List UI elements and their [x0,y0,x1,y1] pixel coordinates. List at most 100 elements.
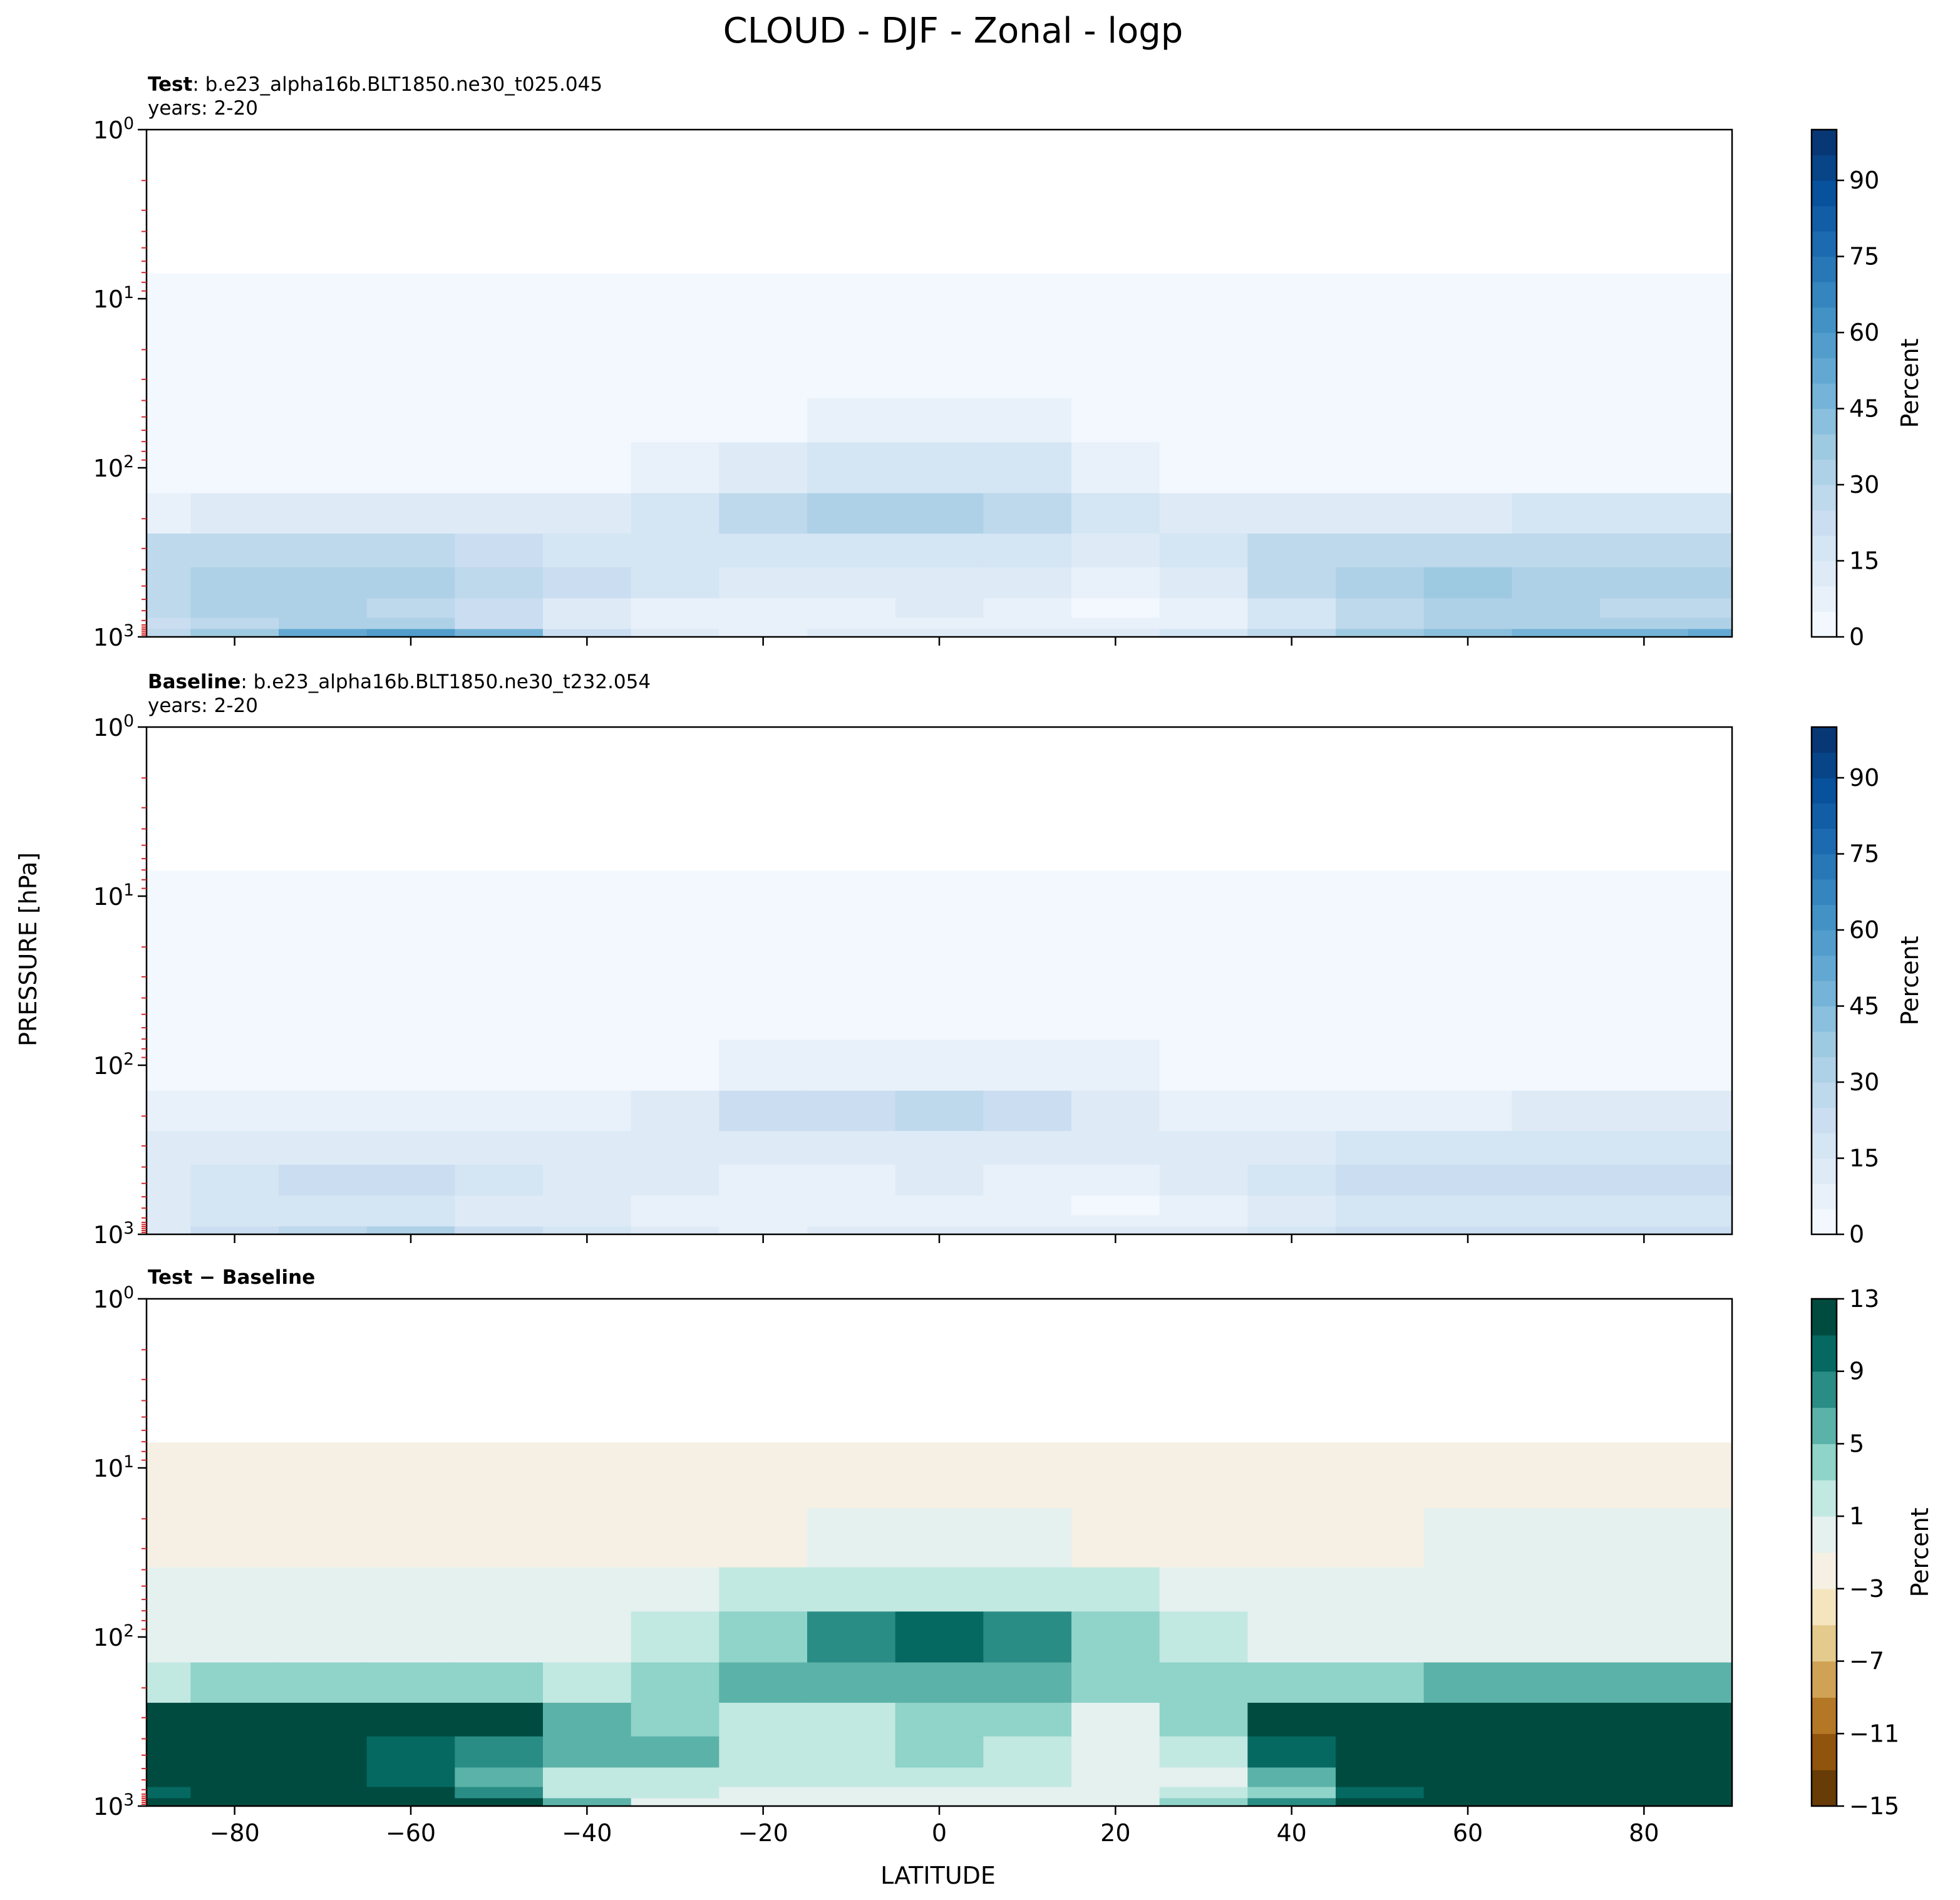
heatmap-cell [1071,1767,1160,1788]
colorbar-band [1812,358,1837,384]
heatmap-cell [1247,567,1336,599]
heatmap-cell [190,398,279,443]
heatmap-cell [455,1611,544,1663]
heatmap-cell [631,995,720,1041]
heatmap-cell [1423,1226,1513,1234]
heatmap-cell [1336,1787,1425,1799]
heatmap-cell [1512,273,1601,340]
heatmap-cell [1512,598,1601,619]
heatmap-cell [1336,442,1425,494]
heatmap-cell [1600,273,1689,340]
heatmap-cell [147,1226,192,1234]
heatmap-cell [1071,1215,1160,1227]
heatmap-cell [455,398,544,443]
heatmap-cell [983,995,1072,1041]
heatmap-cell [455,567,544,599]
heatmap-cell [1600,1567,1689,1613]
heatmap-cell [1071,273,1160,340]
colorbar-band [1812,727,1837,753]
colorbar-band [1812,752,1837,778]
heatmap-cell [455,1442,544,1509]
heatmap-cell [279,870,368,937]
heatmap-cell [983,598,1072,619]
heatmap-cell [895,1662,984,1703]
heatmap-cell [631,1215,720,1227]
colorbar-tick-label: 0 [1849,623,1864,651]
heatmap-cell [895,534,984,568]
heatmap-cell [455,1508,544,1568]
heatmap-cell [279,1567,368,1613]
heatmap-cell [1512,1215,1601,1227]
heatmap-cell [1688,1040,1732,1092]
colorbar-tick-label: 13 [1849,1285,1879,1313]
colorbar-band [1812,803,1837,829]
heatmap-cell [1600,1798,1689,1806]
heatmap-cell [807,398,896,443]
colorbar-band [1812,879,1837,906]
heatmap-cell [807,1662,896,1703]
heatmap-cell [1336,1131,1425,1165]
heatmap-cell [147,1703,192,1737]
heatmap-cell [719,870,808,937]
heatmap-cell [543,1662,632,1703]
colorbar-band [1812,1158,1837,1184]
heatmap-cell [807,1215,896,1227]
heatmap-cell [895,567,984,599]
heatmap-cell [895,1767,984,1788]
heatmap-cell [895,1226,984,1234]
heatmap-cell [631,1090,720,1132]
heatmap-cell [543,1798,632,1806]
heatmap-cell [279,1226,368,1234]
heatmap-cell [631,534,720,568]
heatmap-cell [1336,1164,1425,1197]
heatmap-cell [1600,870,1689,937]
heatmap-cell [807,995,896,1041]
heatmap-cell [983,870,1072,937]
heatmap-cell [1247,273,1336,340]
heatmap-cell [719,442,808,494]
heatmap-cell [807,1442,896,1509]
heatmap-cell [147,1662,192,1703]
heatmap-cell [1423,1662,1513,1703]
heatmap-cell [1336,1215,1425,1227]
colorbar: −15 −11 −7 −3 1 5 9 13 Percent [1810,1285,1934,1820]
colorbar-band [1812,1209,1837,1235]
heatmap-cell [631,1131,720,1165]
heatmap-cell [719,567,808,599]
heatmap-cell [807,1164,896,1197]
heatmap-cell [543,1611,632,1663]
heatmap-cell [1423,1040,1513,1092]
colorbar-band [1812,1661,1837,1698]
heatmap-cell [807,936,896,996]
heatmap-cell [1423,398,1513,443]
heatmap-cell [366,339,456,399]
heatmap-cell [1071,1662,1160,1703]
heatmap-cell [543,1703,632,1737]
heatmap-cell [631,398,720,443]
heatmap-cell [147,1442,192,1509]
heatmap-cell [895,1787,984,1799]
heatmap-cell [366,1736,456,1768]
heatmap-cell [279,617,368,630]
heatmap-cell [366,1215,456,1227]
heatmap-cell [895,398,984,443]
heatmap-cell [1071,339,1160,399]
heatmap-cell [1423,534,1513,568]
heatmap-cell [1423,1131,1513,1165]
heatmap-cell [1600,1215,1689,1227]
heatmap-cell [1423,1442,1513,1509]
heatmap-cell [1159,273,1249,340]
heatmap-cell [455,598,544,619]
heatmap-cell [983,1767,1072,1788]
colorbar-tick-label: −11 [1849,1720,1899,1747]
heatmap-cell [1336,534,1425,568]
heatmap-cell [1512,493,1601,534]
colorbar-band [1812,485,1837,511]
heatmap-cell [1688,1090,1732,1132]
heatmap-cell [1247,1703,1336,1737]
heatmap-cell [279,1611,368,1663]
heatmap-cell [455,1798,544,1806]
y-tick-label: 103 [93,1219,134,1249]
heatmap-cell [279,339,368,399]
